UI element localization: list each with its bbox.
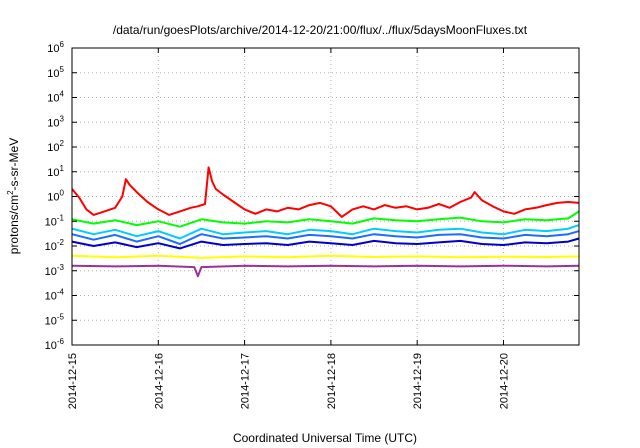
x-axis-label: Coordinated Universal Time (UTC) [233, 431, 417, 445]
y-axis-label: protons/cm2-s-sr-MeV [6, 138, 21, 254]
y-tick-label: 101 [47, 164, 64, 179]
y-tick-base: 10 [45, 266, 57, 278]
y-tick-base: 10 [47, 93, 59, 105]
series-line-4 [71, 230, 580, 245]
y-tick-base: 10 [47, 167, 59, 179]
y-tick-exponent: -2 [57, 238, 65, 247]
series-line-5 [71, 237, 580, 250]
y-tick-exponent: 2 [60, 139, 65, 148]
series-line-6 [71, 254, 580, 259]
y-tick-exponent: 1 [60, 164, 65, 173]
y-axis: 10-610-510-410-310-210-11001011021031041… [45, 40, 579, 352]
y-tick-label: 104 [47, 90, 64, 105]
y-tick-base: 10 [47, 117, 59, 129]
x-tick-label: 2014-12-18 [326, 353, 338, 409]
y-tick-label: 10-5 [45, 312, 65, 327]
y-tick-base: 10 [45, 291, 57, 303]
y-axis-label-main: protons/cm [7, 195, 21, 254]
y-tick-base: 10 [47, 142, 59, 154]
x-tick-label: 2014-12-20 [498, 353, 510, 409]
y-tick-base: 10 [45, 340, 57, 352]
y-tick-exponent: -1 [57, 213, 65, 222]
y-tick-label: 10-1 [45, 213, 65, 228]
y-axis-label-superscript: 2 [6, 190, 15, 195]
series-line-2 [71, 210, 580, 228]
y-tick-base: 10 [45, 241, 57, 253]
y-tick-base: 10 [47, 192, 59, 204]
grid [72, 48, 579, 345]
y-tick-label: 103 [47, 114, 64, 129]
y-tick-label: 100 [47, 189, 64, 204]
y-tick-exponent: 4 [60, 90, 65, 99]
x-tick-label: 2014-12-17 [240, 353, 252, 409]
y-tick-label: 102 [47, 139, 64, 154]
x-axis: 2014-12-15 2014-12-16 2014-12-17 2014-12-18… [67, 48, 510, 409]
y-tick-label: 10-2 [45, 238, 65, 253]
x-tick-label: 2014-12-15 [67, 353, 79, 409]
y-tick-exponent: 3 [60, 114, 65, 123]
y-tick-base: 10 [45, 315, 57, 327]
y-tick-exponent: 0 [60, 189, 65, 198]
x-tick-label: 2014-12-16 [153, 353, 165, 409]
x-tick-label: 2014-12-19 [412, 353, 424, 409]
y-tick-label: 105 [47, 65, 64, 80]
series-group [71, 166, 580, 278]
y-tick-label: 10-6 [45, 337, 65, 352]
y-tick-exponent: -3 [57, 263, 65, 272]
series-line-3 [71, 224, 580, 240]
y-tick-exponent: 5 [60, 65, 65, 74]
y-tick-label: 106 [47, 40, 64, 55]
y-axis-label-rest: -s-sr-MeV [7, 138, 21, 191]
y-tick-exponent: 6 [60, 40, 65, 49]
y-tick-label: 10-3 [45, 263, 65, 278]
y-tick-base: 10 [47, 68, 59, 80]
y-tick-base: 10 [45, 216, 57, 228]
y-tick-base: 10 [47, 43, 59, 55]
chart-title: /data/run/goesPlots/archive/2014-12-20/2… [113, 23, 528, 37]
y-tick-label: 10-4 [45, 288, 65, 303]
series-line-7 [71, 264, 580, 278]
y-tick-exponent: -4 [57, 288, 65, 297]
y-tick-exponent: -5 [57, 312, 65, 321]
series-line-1 [71, 166, 580, 218]
y-tick-exponent: -6 [57, 337, 65, 346]
